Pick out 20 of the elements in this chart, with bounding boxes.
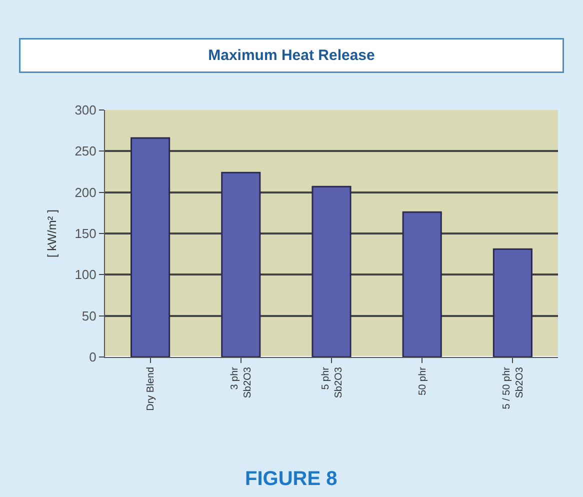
y-tick-label: 0 (89, 350, 96, 365)
x-tick-label: 3 phr Sb2O3 (230, 366, 254, 398)
y-axis-title: [ kW/m² ] (44, 210, 59, 258)
caption: FIGURE 8 (245, 468, 338, 490)
x-tick-label: Dry Blend (146, 367, 157, 411)
bar (130, 137, 170, 357)
x-tick-label: 5 / 50 phr Sb2O3 (501, 366, 526, 410)
y-tick-label: 250 (74, 144, 96, 159)
y-tick-label: 50 (82, 308, 96, 324)
bar (402, 211, 442, 357)
y-tick-label: 200 (74, 184, 96, 200)
y-tick-label: 100 (74, 267, 96, 282)
y-tick-label: 150 (74, 226, 96, 242)
chart-title: Maximum Heat Release (208, 47, 375, 64)
x-tick-label: 50 phr (417, 366, 428, 396)
bar (312, 186, 352, 357)
bar (492, 248, 532, 357)
bar (221, 172, 261, 357)
y-tick-label: 300 (74, 102, 96, 118)
x-tick-label: 5 phr Sb2O3 (320, 366, 344, 398)
